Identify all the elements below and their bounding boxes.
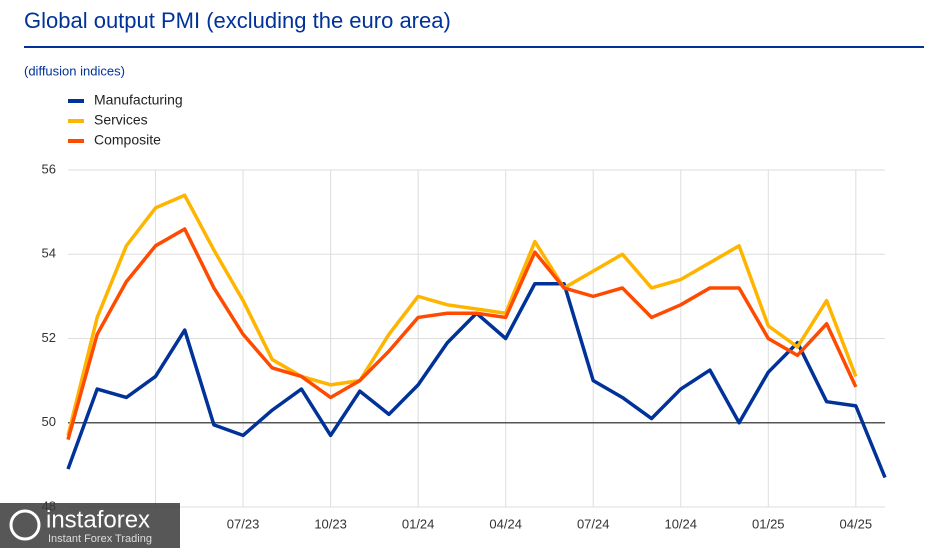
- x-tick-label: 01/24: [402, 516, 435, 531]
- y-tick-label: 56: [42, 161, 56, 176]
- series-line: [66, 193, 858, 436]
- legend-label: Services: [94, 112, 148, 128]
- x-tick-label: 01/25: [752, 516, 785, 531]
- y-tick-label: 50: [42, 414, 56, 429]
- x-tick-label: 07/24: [577, 516, 610, 531]
- y-tick-label: 54: [42, 246, 56, 261]
- x-tick-label: 04/25: [840, 516, 873, 531]
- y-tick-label: 52: [42, 330, 56, 345]
- x-tick-label: 04/24: [489, 516, 522, 531]
- watermark-tagline: Instant Forex Trading: [48, 533, 152, 545]
- series-line: [66, 227, 858, 441]
- x-tick-label: 07/23: [227, 516, 260, 531]
- watermark-brand: instaforex: [46, 506, 150, 533]
- chart-title: Global output PMI (excluding the euro ar…: [24, 8, 451, 33]
- x-tick-label: 10/23: [314, 516, 347, 531]
- x-tick-label: 10/24: [664, 516, 697, 531]
- watermark-logo: [9, 509, 41, 541]
- chart-subtitle: (diffusion indices): [24, 63, 125, 78]
- legend-label: Manufacturing: [94, 92, 183, 108]
- legend-label: Composite: [94, 132, 161, 148]
